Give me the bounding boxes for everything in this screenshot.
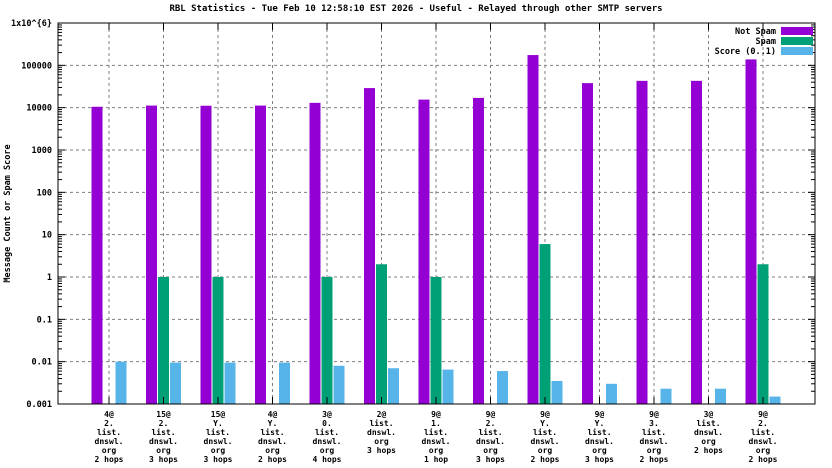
x-tick-label: 9@ 2. list. dnswl. org 3 hops — [476, 410, 505, 464]
bar-not-spam-6 — [418, 99, 430, 405]
bar-not-spam-10 — [636, 80, 648, 404]
bar-not-spam-4 — [309, 102, 321, 404]
bar-score-0-1--8 — [551, 380, 563, 404]
x-tick-label: 15@ Y. list. dnswl. org 3 hops — [204, 410, 233, 464]
x-tick-label: 3@ list. dnswl. org 2 hops — [694, 410, 723, 455]
bar-not-spam-5 — [364, 88, 375, 404]
bar-score-0-1--3 — [279, 362, 290, 404]
y-tick-label: 100 — [37, 188, 52, 198]
y-tick-label: 10000 — [26, 104, 52, 114]
legend-label: Spam — [756, 37, 776, 47]
bar-not-spam-8 — [527, 55, 539, 404]
y-tick-label: 0.001 — [26, 400, 52, 410]
y-axis-tick-labels: 1x10^{6} 100000 10000 1000 100 10 1 0.1 0.01 0.00… — [11, 19, 52, 410]
y-tick-label: 100000 — [21, 61, 52, 71]
bar-not-spam-0 — [91, 106, 103, 404]
x-tick-label: 3@ 0. list. dnswl. org 4 hops — [313, 410, 342, 464]
bar-score-0-1--10 — [660, 388, 672, 404]
legend-swatch — [781, 37, 813, 45]
bar-score-0-1--1 — [170, 362, 181, 404]
bar-spam-4 — [321, 277, 333, 404]
x-tick-label: 9@ 1. list. dnswl. org 1 hop — [422, 410, 451, 464]
bar-score-0-1--11 — [715, 388, 726, 404]
bar-score-0-1--9 — [606, 383, 617, 404]
bar-not-spam-3 — [255, 105, 266, 405]
y-tick-label: 1000 — [32, 146, 52, 156]
x-tick-label: 4@ 2. list. dnswl. org 2 hops — [95, 410, 124, 464]
legend-swatch — [781, 27, 813, 35]
x-tick-label: 4@ Y. list. dnswl. org 2 hops — [258, 410, 287, 464]
bar-not-spam-12 — [745, 59, 757, 405]
bar-score-0-1--12 — [769, 396, 781, 404]
y-tick-label: 0.01 — [32, 358, 52, 368]
x-tick-label: 9@ Y. list. dnswl. org 2 hops — [531, 410, 560, 464]
bar-score-0-1--0 — [115, 361, 127, 404]
bar-spam-5 — [376, 264, 387, 404]
bar-not-spam-1 — [146, 105, 157, 405]
bar-spam-2 — [212, 277, 224, 404]
x-tick-label: 9@ 2. list. dnswl. org 2 hops — [749, 410, 778, 464]
bar-spam-12 — [757, 264, 769, 404]
y-tick-label: 0.1 — [37, 315, 52, 325]
bar-score-0-1--7 — [497, 371, 508, 404]
bar-not-spam-7 — [473, 97, 484, 404]
bars-layer — [91, 55, 781, 405]
bar-spam-1 — [158, 277, 169, 404]
bar-score-0-1--4 — [333, 365, 345, 404]
chart-title: RBL Statistics - Tue Feb 10 12:58:10 EST… — [169, 4, 663, 14]
bar-score-0-1--5 — [388, 368, 399, 404]
x-tick-label: 2@ list. dnswl. org 3 hops — [367, 410, 396, 455]
y-axis-title: Message Count or Spam Score — [3, 144, 13, 282]
y-tick-label: 10 — [42, 231, 52, 241]
bar-not-spam-11 — [691, 80, 702, 404]
bar-spam-6 — [430, 277, 442, 404]
x-tick-label: 9@ Y. list. dnswl. org 3 hops — [585, 410, 614, 464]
y-tick-label: 1x10^{6} — [11, 19, 52, 29]
bar-score-0-1--6 — [442, 369, 454, 404]
legend-label: Score (0..1) — [715, 47, 776, 57]
y-axis-title-text: Message Count or Spam Score — [3, 144, 13, 282]
bar-not-spam-2 — [200, 105, 212, 405]
bar-not-spam-9 — [582, 83, 593, 404]
legend-label: Not Spam — [735, 27, 776, 37]
y-tick-label: 1 — [47, 273, 52, 283]
x-tick-label: 15@ 2. list. dnswl. org 3 hops — [149, 410, 178, 464]
legend-swatch — [781, 47, 813, 55]
axis-ticks-layer — [58, 22, 815, 405]
bar-score-0-1--2 — [224, 362, 236, 404]
x-tick-label: 9@ 3. list. dnswl. org 2 hops — [640, 410, 669, 464]
bar-spam-8 — [539, 244, 551, 404]
x-axis-tick-labels: 4@ 2. list. dnswl. org 2 hops 15@ 2. list. dnswl.… — [95, 410, 778, 464]
